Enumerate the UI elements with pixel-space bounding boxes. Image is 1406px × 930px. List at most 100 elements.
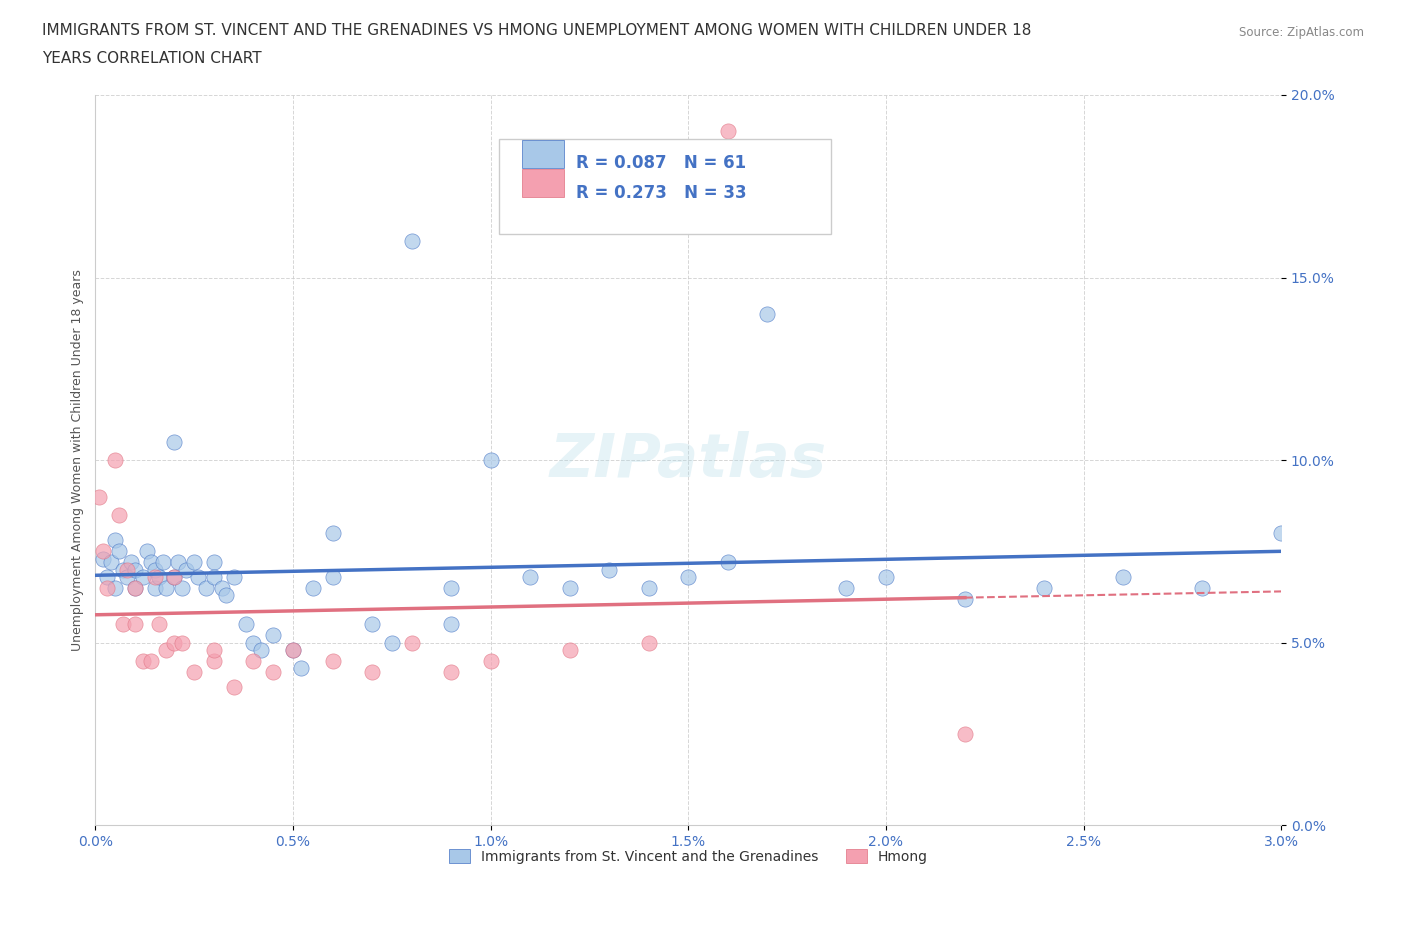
Point (290, 661, 312, 676)
Point (108, 544, 131, 559)
Point (953, 726, 976, 741)
Point (91, 544, 114, 559)
Point (167, 555, 190, 570)
Point (139, 654, 162, 669)
Point (183, 665, 205, 680)
Point (1033, 580, 1056, 595)
Point (479, 453, 502, 468)
Point (637, 635, 659, 650)
Point (215, 588, 238, 603)
Point (953, 591, 976, 606)
Point (163, 635, 186, 650)
Point (242, 635, 264, 650)
Point (211, 580, 233, 595)
Point (104, 453, 127, 468)
Point (401, 233, 423, 248)
Text: YEARS CORRELATION CHART: YEARS CORRELATION CHART (42, 51, 262, 66)
Point (163, 569, 186, 584)
Point (124, 580, 146, 595)
Text: R = 0.273   N = 33: R = 0.273 N = 33 (575, 184, 747, 202)
Point (361, 617, 384, 631)
Point (135, 544, 157, 559)
Point (401, 635, 423, 650)
Text: R = 0.087   N = 61: R = 0.087 N = 61 (575, 154, 745, 172)
Point (124, 580, 146, 595)
Point (202, 569, 225, 584)
Point (155, 643, 177, 658)
Text: ZIPatlas: ZIPatlas (550, 431, 827, 489)
Point (321, 569, 343, 584)
Point (678, 569, 700, 584)
Point (96, 580, 118, 595)
Point (163, 569, 186, 584)
Point (104, 580, 127, 595)
Point (321, 654, 343, 669)
Bar (522, 140, 564, 168)
Point (172, 635, 194, 650)
Point (756, 307, 779, 322)
Point (124, 563, 146, 578)
Point (440, 617, 463, 631)
Point (361, 665, 384, 680)
Point (143, 580, 166, 595)
Point (111, 563, 134, 578)
Point (89, 489, 111, 504)
Point (222, 679, 245, 694)
Point (132, 654, 155, 669)
Point (132, 569, 155, 584)
Point (242, 654, 264, 669)
Point (202, 643, 225, 658)
Point (115, 569, 138, 584)
Point (250, 643, 273, 658)
Point (262, 665, 284, 680)
Point (91, 551, 114, 566)
Point (152, 555, 174, 570)
Point (202, 555, 225, 570)
Point (115, 563, 138, 578)
Point (143, 563, 166, 578)
Point (281, 643, 304, 658)
Point (717, 124, 740, 139)
Point (187, 569, 209, 584)
Point (1112, 569, 1135, 584)
Point (104, 533, 127, 548)
Point (440, 665, 463, 680)
Point (148, 569, 170, 584)
Point (1270, 525, 1292, 540)
Point (281, 643, 304, 658)
Point (519, 569, 541, 584)
Y-axis label: Unemployment Among Women with Children Under 18 years: Unemployment Among Women with Children U… (72, 269, 84, 651)
Point (108, 508, 131, 523)
Point (111, 617, 134, 631)
Point (1191, 580, 1213, 595)
Legend: Immigrants from St. Vincent and the Grenadines, Hmong: Immigrants from St. Vincent and the Gren… (443, 844, 934, 870)
Point (202, 654, 225, 669)
Point (155, 580, 177, 595)
Point (143, 569, 166, 584)
FancyBboxPatch shape (499, 139, 831, 233)
Point (558, 580, 581, 595)
Point (440, 580, 463, 595)
Point (100, 555, 122, 570)
Text: IMMIGRANTS FROM ST. VINCENT AND THE GRENADINES VS HMONG UNEMPLOYMENT AMONG WOMEN: IMMIGRANTS FROM ST. VINCENT AND THE GREN… (42, 23, 1032, 38)
Point (222, 569, 245, 584)
Point (120, 555, 142, 570)
Point (163, 434, 186, 449)
Point (139, 555, 162, 570)
Point (124, 617, 146, 631)
Point (598, 563, 620, 578)
Point (148, 617, 170, 631)
Point (183, 555, 205, 570)
Point (637, 580, 659, 595)
Text: Source: ZipAtlas.com: Source: ZipAtlas.com (1239, 26, 1364, 39)
Point (875, 569, 897, 584)
Point (301, 580, 323, 595)
Point (195, 580, 218, 595)
Point (717, 555, 740, 570)
Point (174, 563, 197, 578)
Point (262, 628, 284, 643)
Point (381, 635, 404, 650)
Point (172, 580, 194, 595)
Bar (522, 169, 564, 197)
Point (235, 617, 257, 631)
